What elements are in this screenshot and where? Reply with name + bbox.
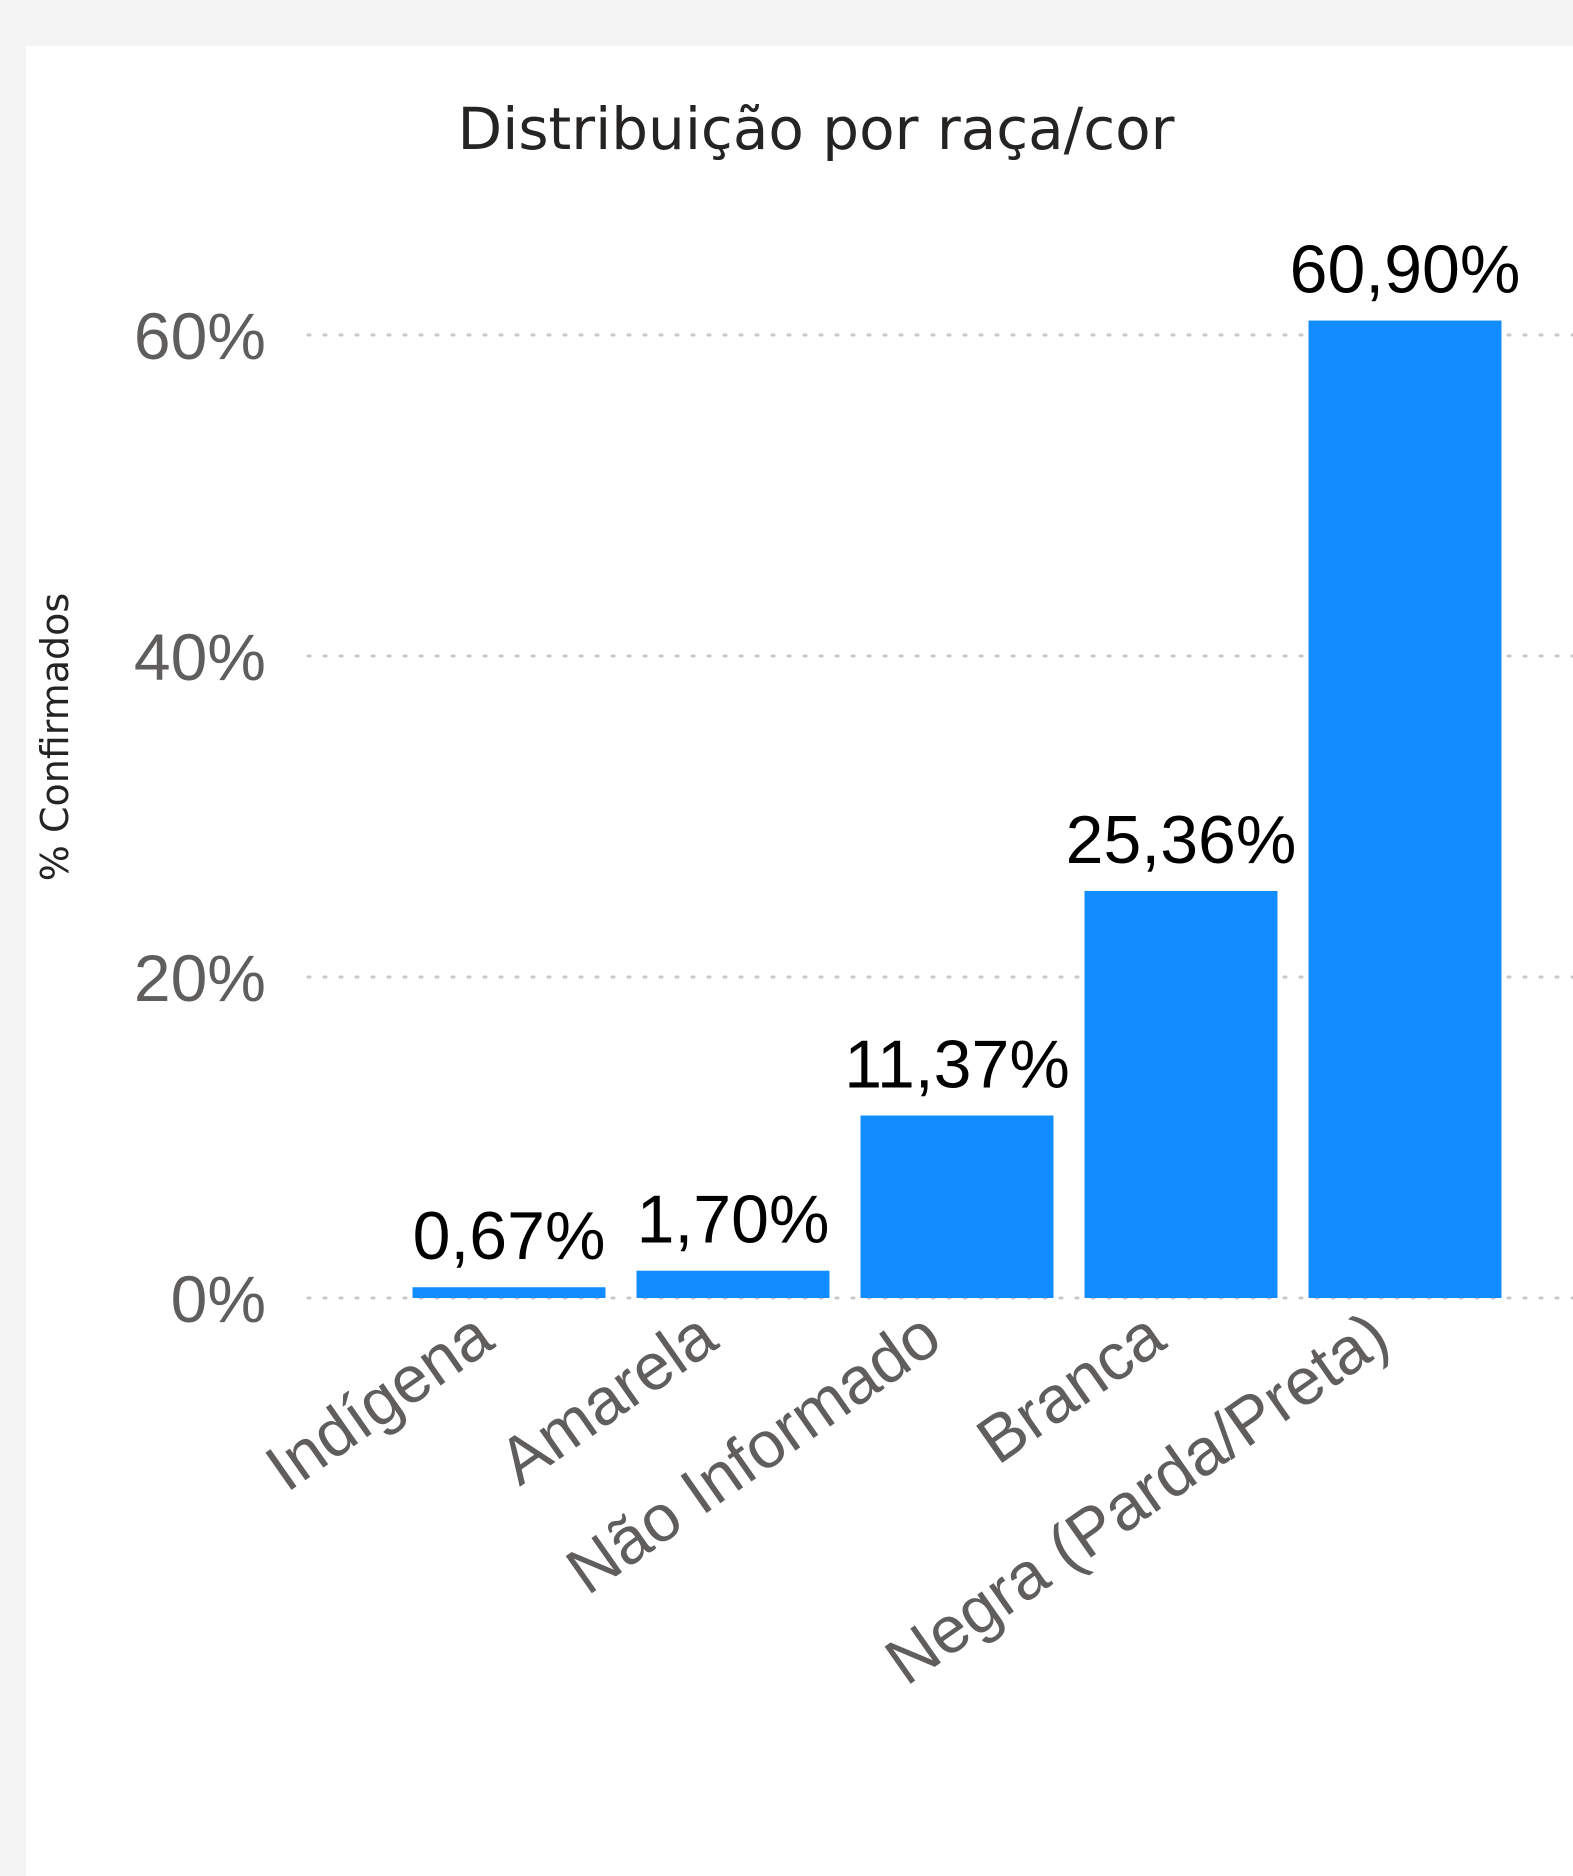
y-axis-title: % Confirmados [33, 593, 77, 881]
y-axis-ticks: 0% 20% 40% 60% [134, 299, 266, 1336]
bars [412, 320, 1502, 1298]
bar-amarela [636, 1270, 830, 1298]
data-label: 1,70% [637, 1182, 830, 1258]
y-tick-label: 60% [134, 299, 266, 373]
data-label: 0,67% [413, 1198, 606, 1274]
data-label: 11,37% [844, 1027, 1070, 1103]
chart-visual: Distribuição por raça/cor % Confirmados … [26, 46, 1573, 1876]
y-tick-label: 20% [134, 941, 266, 1015]
bar-n-o-informado [860, 1115, 1054, 1298]
data-label: 25,36% [1066, 802, 1297, 878]
x-category-label: Indígena [252, 1297, 505, 1505]
y-tick-label: 0% [171, 1262, 266, 1336]
chart-title: Distribuição por raça/cor [458, 95, 1175, 163]
bar-ind-gena [412, 1287, 606, 1298]
y-tick-label: 40% [134, 620, 266, 694]
bar-branca [1084, 890, 1278, 1298]
bar-negra-parda-preta- [1308, 320, 1502, 1298]
data-labels: 0,67% 1,70% 11,37% 25,36% 60,90% [413, 232, 1521, 1275]
data-label: 60,90% [1290, 232, 1521, 308]
x-category-label: Não Informado [553, 1297, 953, 1608]
bar-chart: Distribuição por raça/cor % Confirmados … [33, 95, 1573, 1699]
